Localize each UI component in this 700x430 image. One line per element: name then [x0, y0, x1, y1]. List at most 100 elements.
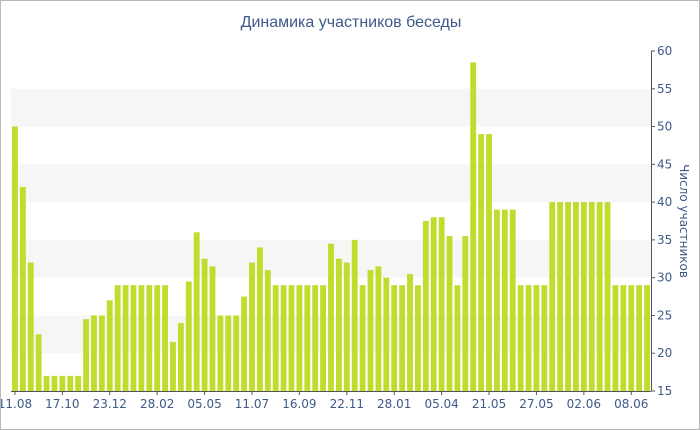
bar — [83, 319, 89, 391]
bar — [335, 258, 342, 391]
bar — [454, 285, 461, 391]
bar — [130, 285, 137, 391]
bar — [573, 202, 579, 391]
x-tick-label: 16.09 — [282, 397, 316, 411]
y-tick-label: 45 — [657, 157, 672, 171]
bar — [193, 232, 200, 391]
bar — [256, 247, 263, 391]
y-axis-title: Число участников — [677, 164, 691, 278]
bar — [430, 217, 437, 391]
bar — [565, 202, 571, 391]
bar — [201, 258, 208, 391]
bar — [470, 62, 477, 391]
bar — [399, 285, 406, 391]
bar — [525, 285, 532, 391]
bar — [462, 236, 469, 391]
bar — [288, 285, 295, 391]
bar — [494, 209, 500, 391]
y-tick-label: 50 — [657, 120, 672, 134]
bar — [612, 285, 619, 391]
bar — [501, 209, 508, 391]
bar — [596, 202, 603, 391]
bar — [509, 209, 516, 391]
bar — [375, 266, 382, 391]
y-tick-label: 35 — [657, 233, 672, 247]
x-tick-label: 22.11 — [330, 397, 364, 411]
bar — [162, 285, 168, 391]
bar — [27, 262, 34, 391]
bar — [209, 266, 216, 391]
x-tick-label: 08.06 — [614, 397, 648, 411]
bar — [359, 285, 366, 391]
bar — [170, 341, 176, 391]
x-tick-label: 28.02 — [140, 397, 174, 411]
bar — [628, 285, 635, 391]
x-tick-label: 02.06 — [567, 397, 601, 411]
bar — [486, 134, 492, 391]
chart-title: Динамика участников беседы — [240, 14, 462, 31]
bar — [533, 285, 540, 391]
bar — [225, 315, 232, 391]
grid-band — [11, 164, 651, 203]
bar — [312, 285, 319, 391]
x-tick-label: 28.01 — [377, 397, 411, 411]
bar — [604, 202, 611, 391]
bar — [328, 243, 334, 391]
bar — [185, 281, 192, 391]
bar — [304, 285, 311, 391]
bar — [644, 285, 650, 391]
x-tick-label: 05.04 — [424, 397, 458, 411]
x-tick-label: 17.10 — [45, 397, 79, 411]
y-tick-label: 20 — [657, 346, 672, 360]
bar — [138, 285, 145, 391]
bar — [414, 285, 421, 391]
bar — [106, 300, 113, 391]
bar — [391, 285, 398, 391]
x-tick-label: 27.05 — [519, 397, 553, 411]
bar — [636, 285, 643, 391]
bar — [146, 285, 153, 391]
x-axis: 11.08 17.10 23.12 28.02 05.05 11.07 16.09 22.11… — [1, 391, 651, 411]
y-tick-label: 30 — [657, 271, 672, 285]
bar — [59, 375, 66, 391]
bar — [241, 296, 248, 391]
bar — [407, 273, 413, 391]
bar — [383, 277, 390, 391]
bar — [438, 217, 445, 391]
bar — [580, 202, 587, 391]
bar — [351, 239, 358, 391]
bar — [98, 315, 105, 391]
bar — [91, 315, 97, 391]
y-tick-label: 40 — [657, 195, 672, 209]
grid-band — [11, 88, 651, 127]
bar — [264, 270, 271, 391]
bar — [217, 315, 224, 391]
bar — [177, 323, 184, 391]
x-tick-label: 23.12 — [93, 397, 127, 411]
bar — [249, 262, 255, 391]
bar — [19, 187, 26, 391]
x-tick-label: 11.07 — [235, 397, 269, 411]
bar — [114, 285, 121, 391]
bar — [446, 236, 453, 391]
bar — [422, 221, 429, 391]
bar — [620, 285, 627, 391]
bar — [541, 285, 548, 391]
x-tick-label: 21.05 — [472, 397, 506, 411]
bar — [272, 285, 279, 391]
bar — [588, 202, 595, 391]
bar — [549, 202, 556, 391]
bar — [12, 126, 18, 392]
bar — [51, 375, 58, 391]
bar — [343, 262, 350, 391]
bar — [296, 285, 303, 391]
bar — [367, 270, 374, 391]
y-tick-label: 25 — [657, 308, 672, 322]
bar — [320, 285, 327, 391]
bar — [233, 315, 240, 391]
bar — [478, 134, 485, 391]
bar — [35, 334, 42, 391]
y-axis: 15 20 25 30 35 40 45 50 55 60 — [651, 44, 672, 398]
bar — [517, 285, 524, 391]
